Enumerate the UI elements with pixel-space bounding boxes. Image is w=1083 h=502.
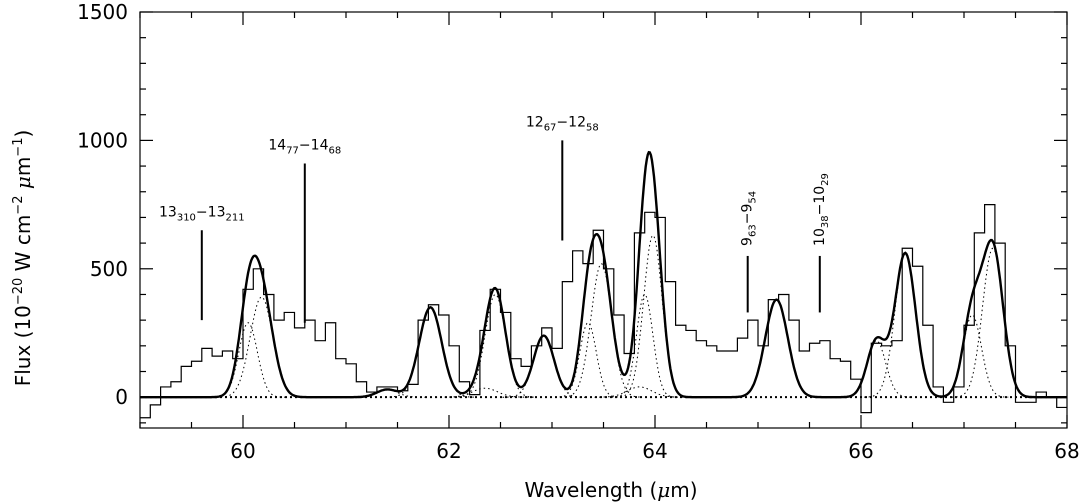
annotation-label: 1477−1468 xyxy=(268,138,341,157)
y-label-exp1: −20 xyxy=(11,278,26,305)
fit-component-curve xyxy=(211,322,286,398)
y-label-mu: μ xyxy=(11,176,35,189)
x-label-suffix: m) xyxy=(670,478,697,502)
annotation-label: 1267−1258 xyxy=(526,114,599,133)
annotation-label-part: 10 xyxy=(812,186,828,204)
x-tick-label: 68 xyxy=(1054,439,1079,463)
y-label-exp2: −2 xyxy=(11,196,26,215)
y-tick-label: 1000 xyxy=(77,128,128,152)
y-tick-label: 1500 xyxy=(77,0,128,24)
fit-component-curve xyxy=(839,340,913,398)
x-axis-ticks: 60 62 64 66 68 xyxy=(139,12,1080,463)
annotation-label: 1038−1029 xyxy=(812,173,831,246)
total-fit-curve xyxy=(140,150,1067,399)
x-label-mu: μ xyxy=(657,478,670,502)
y-tick-label: 0 xyxy=(115,385,128,409)
x-axis-label: Wavelength (μm) xyxy=(524,478,697,502)
observed-spectrum-histogram xyxy=(140,203,1067,419)
line-annotations: 13310−132111477−14681267−1258963−9541038… xyxy=(159,114,831,323)
annotation-label-part: 310 xyxy=(177,212,196,223)
annotation-label-part: 63 xyxy=(748,224,759,237)
annotation-label-part: − xyxy=(299,138,311,154)
fit-component-curve xyxy=(935,314,1009,398)
x-label-prefix: Wavelength ( xyxy=(524,478,657,502)
x-tick-label: 64 xyxy=(642,439,667,463)
fit-component-curve xyxy=(454,293,537,398)
annotation-label-part: 10 xyxy=(812,228,828,246)
annotation-label-part: 9 xyxy=(740,204,756,213)
fit-component-curve xyxy=(731,299,821,398)
fit-component-curve xyxy=(502,335,585,398)
fit-component-curve xyxy=(611,293,677,398)
fit-component-curve xyxy=(435,387,535,398)
annotation-label-part: − xyxy=(556,114,568,130)
annotation-label-part: 9 xyxy=(740,237,756,246)
x-tick-label: 60 xyxy=(230,439,255,463)
y-label-prefix: Flux (10 xyxy=(11,305,35,386)
annotation-label: 13310−13211 xyxy=(159,204,245,223)
fit-component-curve xyxy=(590,386,688,398)
y-label-m: m xyxy=(11,157,35,176)
annotation-label-part: 12 xyxy=(526,114,544,130)
annotation-label-part: 13 xyxy=(208,204,226,220)
fit-component-curve xyxy=(560,263,643,398)
annotation-label-part: 58 xyxy=(586,122,599,133)
annotation-label: 963−954 xyxy=(740,191,759,246)
x-tick-label: 62 xyxy=(436,439,461,463)
annotation-label-part: 38 xyxy=(820,215,831,228)
y-axis-ticks: 0 500 1000 1500 xyxy=(77,0,1067,424)
fit-component-curve xyxy=(951,247,1033,398)
annotation-label-part: 67 xyxy=(544,122,557,133)
annotation-label-part: 77 xyxy=(286,146,299,157)
annotation-label-part: 54 xyxy=(748,191,759,204)
annotation-label-part: 13 xyxy=(159,204,177,220)
y-tick-label: 500 xyxy=(90,257,128,281)
annotation-label-part: 29 xyxy=(820,173,831,186)
annotation-label-part: 14 xyxy=(268,138,286,154)
y-label-close: ) xyxy=(11,130,35,138)
annotation-label-part: − xyxy=(740,213,756,225)
annotation-label-part: 211 xyxy=(225,212,244,223)
y-label-mid: W cm xyxy=(11,215,35,278)
y-label-exp3: −1 xyxy=(11,138,26,157)
annotation-label-part: − xyxy=(196,204,208,220)
annotation-label-part: 14 xyxy=(311,138,329,154)
fit-component-curve xyxy=(555,322,622,398)
y-axis-label: Flux (10−20 W cm−2 μm−1) xyxy=(11,130,35,387)
annotation-label-part: 68 xyxy=(328,146,341,157)
annotation-label-part: − xyxy=(812,204,828,216)
annotation-label-part: 12 xyxy=(568,114,586,130)
fit-component-curve xyxy=(385,306,476,398)
x-tick-label: 66 xyxy=(848,439,873,463)
